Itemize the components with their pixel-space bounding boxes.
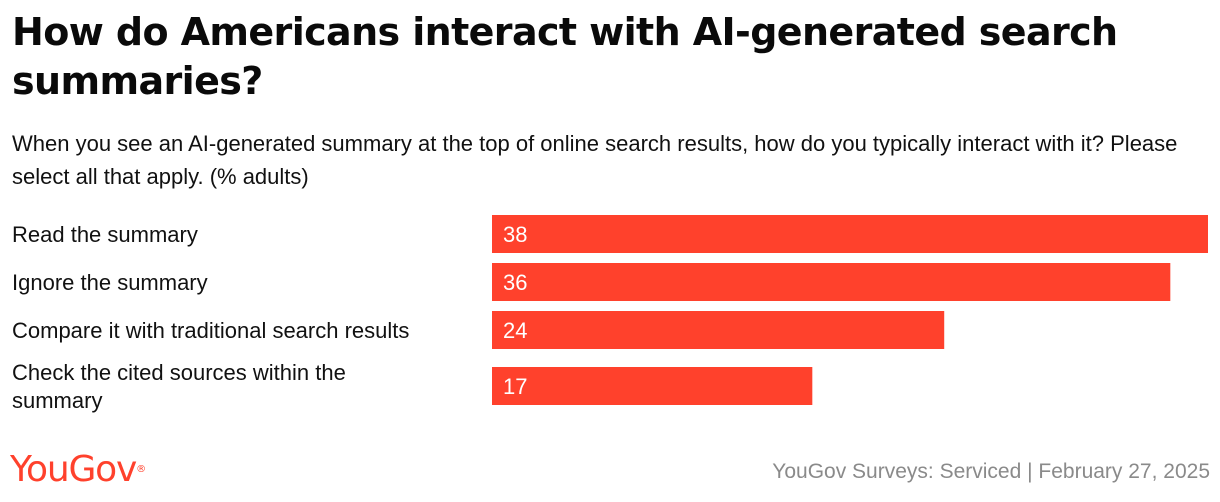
- category-label: Check the cited sources within the: [12, 360, 346, 385]
- category-label: Compare it with traditional search resul…: [12, 318, 409, 343]
- value-label: 36: [503, 270, 527, 295]
- registered-mark-icon: ®: [136, 464, 147, 475]
- bar: [492, 215, 1208, 253]
- chart-title: How do Americans interact with AI-genera…: [12, 10, 1118, 103]
- yougov-logo: YouGov®: [10, 448, 146, 492]
- bar: [492, 367, 813, 405]
- source-note: YouGov Surveys: Serviced | February 27, …: [772, 460, 1210, 483]
- value-label: 24: [503, 318, 527, 343]
- bar-chart: 38 Read the summary 36 Ignore the summary 24…: [12, 215, 1208, 413]
- category-label: Ignore the summary: [12, 270, 208, 295]
- logo-text: YouGov: [10, 449, 137, 490]
- bar: [492, 263, 1171, 301]
- bar: [492, 311, 945, 349]
- chart-subtitle: When you see an AI-generated summary at …: [12, 131, 1178, 189]
- category-label: Read the summary: [12, 222, 198, 247]
- value-label: 38: [503, 222, 527, 247]
- category-label: summary: [12, 388, 102, 413]
- value-label: 17: [503, 374, 527, 399]
